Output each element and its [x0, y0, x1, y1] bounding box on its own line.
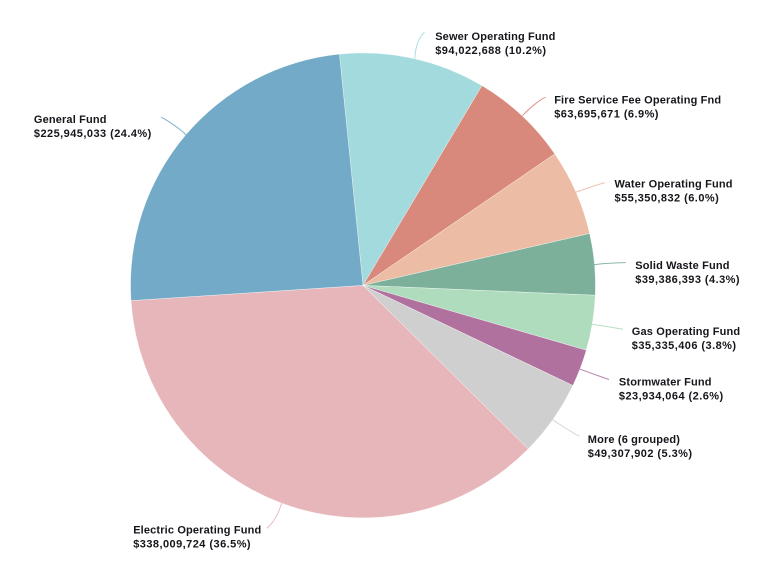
svg-text:Sewer Operating Fund: Sewer Operating Fund	[435, 31, 555, 43]
svg-text:$55,350,832 (6.0%): $55,350,832 (6.0%)	[615, 193, 720, 205]
svg-text:More (6 grouped): More (6 grouped)	[588, 434, 680, 446]
svg-text:Water Operating Fund: Water Operating Fund	[615, 179, 733, 191]
svg-text:$35,335,406 (3.8%): $35,335,406 (3.8%)	[632, 340, 737, 352]
svg-text:Electric Operating Fund: Electric Operating Fund	[133, 524, 261, 536]
svg-text:$63,695,671 (6.9%): $63,695,671 (6.9%)	[554, 108, 659, 120]
svg-text:General Fund: General Fund	[34, 114, 107, 126]
svg-text:Solid Waste Fund: Solid Waste Fund	[635, 260, 729, 272]
svg-text:$23,934,064 (2.6%): $23,934,064 (2.6%)	[619, 390, 724, 402]
svg-text:Stormwater Fund: Stormwater Fund	[619, 377, 712, 389]
svg-text:$338,009,724 (36.5%): $338,009,724 (36.5%)	[133, 538, 251, 550]
svg-text:Fire Service Fee Operating Fnd: Fire Service Fee Operating Fnd	[554, 95, 721, 107]
svg-text:$225,945,033 (24.4%): $225,945,033 (24.4%)	[34, 128, 152, 140]
svg-text:$39,386,393 (4.3%): $39,386,393 (4.3%)	[635, 274, 740, 286]
svg-text:$94,022,688 (10.2%): $94,022,688 (10.2%)	[435, 45, 546, 57]
svg-text:$49,307,902 (5.3%): $49,307,902 (5.3%)	[588, 448, 693, 460]
svg-text:Gas Operating Fund: Gas Operating Fund	[632, 326, 740, 338]
